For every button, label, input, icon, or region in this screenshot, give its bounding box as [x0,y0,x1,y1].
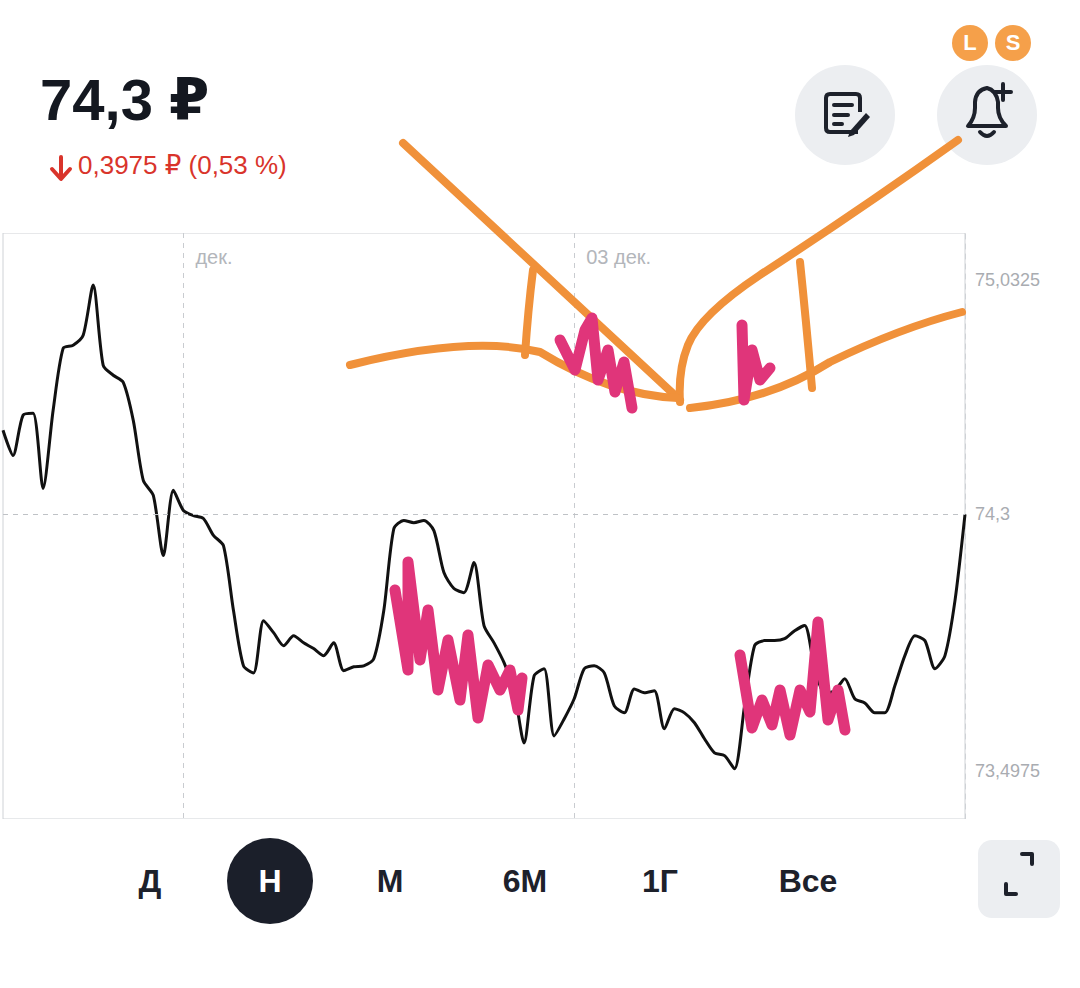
html-text:Н: Н [258,863,282,899]
svg-text:74,3: 74,3 [975,504,1010,524]
svg-text:73,4975: 73,4975 [975,761,1040,781]
html-text:Все: Все [778,863,838,899]
html-text:S: S [1005,30,1021,55]
html-text:0,3975 ₽ (0,53 %): 0,3975 ₽ (0,53 %) [78,150,287,180]
svg-text:03 дек.: 03 дек. [586,246,651,268]
html-text:6М: 6М [502,863,548,899]
svg-text:дек.: дек. [195,246,232,268]
html-text:L: L [963,30,977,55]
html-text:М: М [376,863,404,899]
html-text:Д: Д [138,863,162,899]
svg-text:75,0325: 75,0325 [975,270,1040,290]
html-text:74,3 ₽: 74,3 ₽ [40,67,210,132]
html-text:1Г: 1Г [642,863,678,899]
